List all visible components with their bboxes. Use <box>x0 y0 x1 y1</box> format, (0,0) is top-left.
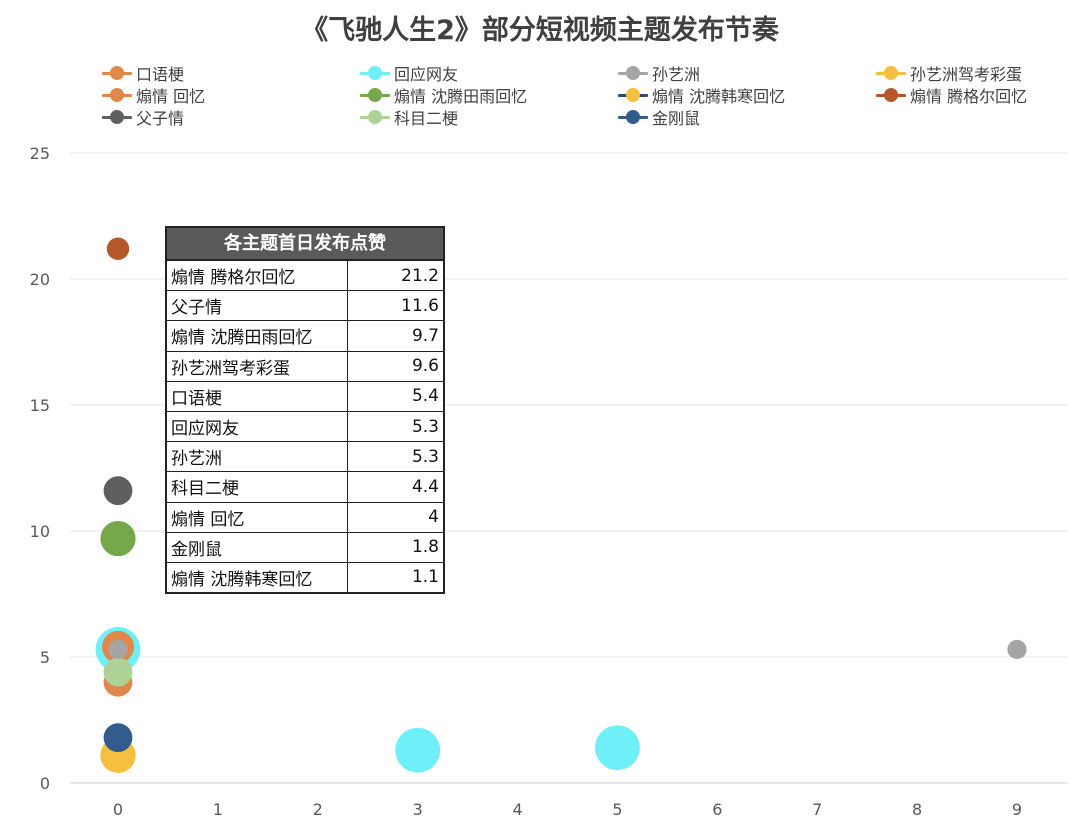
table-row: 父子情 11.6 <box>167 290 443 322</box>
x-tick-label: 4 <box>512 800 522 819</box>
legend-marker-icon <box>874 62 908 84</box>
data-point <box>106 237 130 260</box>
legend-item: 孙艺洲 <box>616 62 700 84</box>
table-row: 煽情 沈腾田雨回忆 9.7 <box>167 320 443 352</box>
legend-item: 煽情 回忆 <box>100 84 205 106</box>
chart-title: 《飞驰人生2》部分短视频主题发布节奏 <box>301 15 779 46</box>
x-tick-label: 3 <box>413 800 423 819</box>
legend-label: 煽情 沈腾田雨回忆 <box>394 87 528 106</box>
table-row: 煽情 腾格尔回忆 21.2 <box>167 261 443 292</box>
legend-label: 孙艺洲驾考彩蛋 <box>910 65 1023 84</box>
table-cell-topic: 金刚鼠 <box>167 531 348 563</box>
data-point <box>595 725 640 771</box>
legend-marker-icon <box>358 106 392 128</box>
data-table-title: 各主题首日发布点赞 <box>167 228 443 261</box>
legend-label: 口语梗 <box>136 65 185 84</box>
y-tick-label: 15 <box>30 396 50 415</box>
legend-label: 回应网友 <box>394 65 459 84</box>
table-row: 口语梗 5.4 <box>167 380 443 412</box>
legend-label: 煽情 沈腾韩寒回忆 <box>652 87 786 106</box>
table-cell-likes: 5.4 <box>346 380 443 412</box>
x-tick-label: 9 <box>1012 800 1022 819</box>
y-tick-label: 25 <box>30 144 50 163</box>
table-row: 煽情 沈腾韩寒回忆 1.1 <box>167 561 443 593</box>
data-table: 各主题首日发布点赞 煽情 腾格尔回忆 21.2 父子情 11.6 煽情 沈腾田雨回忆 9.… <box>165 226 445 595</box>
y-tick-label: 10 <box>30 522 50 541</box>
y-tick-label: 5 <box>40 648 50 667</box>
legend-item: 煽情 腾格尔回忆 <box>874 84 1027 106</box>
legend-marker-icon <box>874 84 908 106</box>
legend-label: 父子情 <box>136 109 185 128</box>
legend-item: 煽情 沈腾田雨回忆 <box>358 84 527 106</box>
table-cell-likes: 5.3 <box>346 410 443 443</box>
x-tick-label: 1 <box>213 800 223 819</box>
legend-marker-icon <box>100 62 134 84</box>
table-cell-likes: 21.2 <box>346 261 443 292</box>
legend-marker-icon <box>358 84 392 106</box>
legend-marker-icon <box>100 106 134 128</box>
table-cell-topic: 煽情 沈腾韩寒回忆 <box>167 561 348 593</box>
table-cell-likes: 9.6 <box>346 350 443 382</box>
table-cell-likes: 5.3 <box>346 441 443 473</box>
data-point <box>395 727 441 773</box>
legend-item: 父子情 <box>100 106 184 128</box>
x-tick-label: 2 <box>313 800 323 819</box>
legend-label: 煽情 腾格尔回忆 <box>910 87 1028 106</box>
table-cell-likes: 4.4 <box>346 471 443 503</box>
table-cell-likes: 1.1 <box>346 561 443 593</box>
data-table-grid: 煽情 腾格尔回忆 21.2 父子情 11.6 煽情 沈腾田雨回忆 9.7 孙艺洲驾考彩蛋 9.… <box>167 261 443 593</box>
legend-marker-icon <box>616 106 650 128</box>
table-row: 金刚鼠 1.8 <box>167 531 443 563</box>
table-cell-topic: 口语梗 <box>167 380 348 412</box>
legend-item: 口语梗 <box>100 62 184 84</box>
table-cell-likes: 9.7 <box>346 320 443 352</box>
table-row: 孙艺洲 5.3 <box>167 441 443 473</box>
table-cell-topic: 回应网友 <box>167 410 348 443</box>
table-cell-topic: 父子情 <box>167 290 348 322</box>
data-point <box>103 476 133 506</box>
table-row: 煽情 回忆 4 <box>167 501 443 533</box>
legend-item: 科目二梗 <box>358 106 458 128</box>
y-tick-label: 20 <box>30 270 50 289</box>
table-cell-topic: 孙艺洲驾考彩蛋 <box>167 350 348 382</box>
legend-label: 孙艺洲 <box>652 65 701 84</box>
data-point <box>1007 639 1027 660</box>
legend-marker-icon <box>616 62 650 84</box>
data-point <box>100 520 136 557</box>
x-tick-label: 6 <box>712 800 722 819</box>
table-row: 孙艺洲驾考彩蛋 9.6 <box>167 350 443 382</box>
x-tick-label: 7 <box>812 800 822 819</box>
x-tick-label: 5 <box>612 800 622 819</box>
legend-label: 煽情 回忆 <box>136 87 206 106</box>
legend-marker-icon <box>616 84 650 106</box>
legend-item: 孙艺洲驾考彩蛋 <box>874 62 1022 84</box>
table-cell-topic: 煽情 回忆 <box>167 501 348 533</box>
x-tick-label: 0 <box>113 800 123 819</box>
legend-label: 科目二梗 <box>394 109 459 128</box>
legend-item: 煽情 沈腾韩寒回忆 <box>616 84 785 106</box>
data-point <box>103 657 133 687</box>
legend-item: 回应网友 <box>358 62 458 84</box>
x-tick-label: 8 <box>912 800 922 819</box>
data-point <box>108 639 128 660</box>
legend-marker-icon <box>358 62 392 84</box>
legend-label: 金刚鼠 <box>652 109 701 128</box>
table-cell-likes: 11.6 <box>346 290 443 322</box>
legend-marker-icon <box>100 84 134 106</box>
legend-item: 金刚鼠 <box>616 106 700 128</box>
table-cell-topic: 孙艺洲 <box>167 441 348 473</box>
table-cell-likes: 1.8 <box>346 531 443 563</box>
table-cell-topic: 科目二梗 <box>167 471 348 503</box>
table-cell-topic: 煽情 腾格尔回忆 <box>167 261 348 292</box>
data-point <box>103 723 133 753</box>
table-row: 回应网友 5.3 <box>167 410 443 443</box>
table-cell-topic: 煽情 沈腾田雨回忆 <box>167 320 348 352</box>
table-row: 科目二梗 4.4 <box>167 471 443 503</box>
y-tick-label: 0 <box>40 774 50 793</box>
table-cell-likes: 4 <box>346 501 443 533</box>
